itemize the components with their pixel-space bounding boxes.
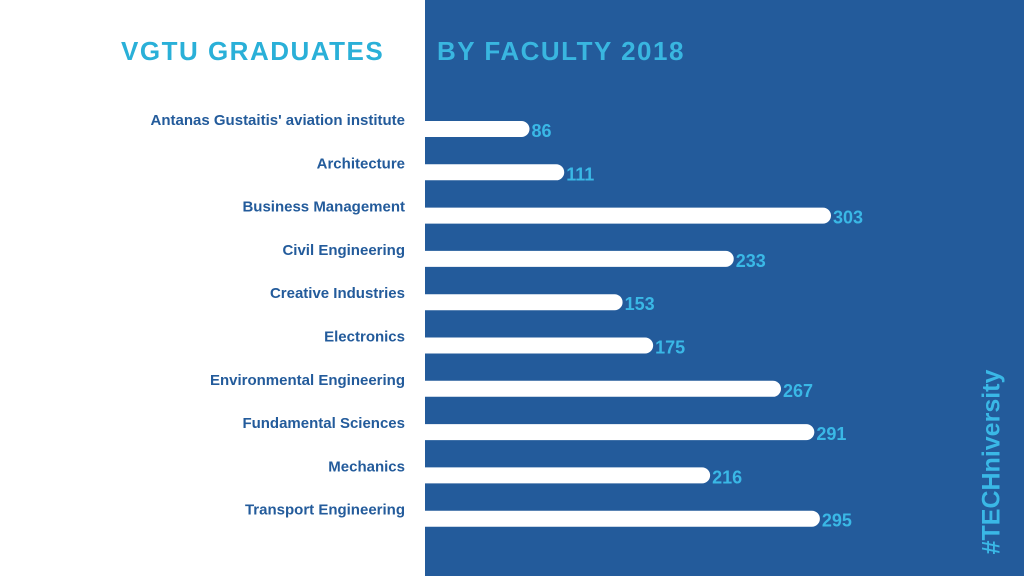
bar-3 (410, 250, 734, 267)
bar-9 (410, 510, 820, 527)
left-panel (0, 0, 425, 576)
bar-7 (410, 424, 815, 441)
category-label-8: Mechanics (328, 458, 405, 475)
bar-6 (410, 380, 781, 397)
value-label-3: 233 (736, 251, 766, 271)
value-label-9: 295 (822, 511, 852, 531)
value-label-0: 86 (531, 121, 551, 141)
bar-5 (410, 337, 654, 354)
value-label-6: 267 (783, 381, 813, 401)
category-label-2: Business Management (242, 199, 405, 216)
chart-title-part-2: BY FACULTY 2018 (437, 36, 685, 66)
category-label-6: Environmental Engineering (210, 372, 405, 389)
bar-0 (410, 121, 530, 137)
category-label-4: Creative Industries (270, 285, 405, 302)
bar-8 (410, 467, 711, 484)
value-label-7: 291 (816, 424, 846, 444)
value-label-4: 153 (625, 294, 655, 314)
hashtag-label: #TECHniversity (977, 369, 1006, 555)
value-label-5: 175 (655, 338, 685, 358)
value-label-8: 216 (712, 467, 742, 487)
value-label-1: 111 (566, 164, 594, 184)
bar-2 (410, 207, 831, 224)
value-label-2: 303 (833, 208, 863, 228)
category-label-3: Civil Engineering (282, 242, 405, 259)
category-label-9: Transport Engineering (245, 502, 405, 519)
bar-1 (410, 164, 565, 181)
category-label-0: Antanas Gustaitis' aviation institute (151, 112, 405, 129)
category-label-5: Electronics (324, 329, 405, 346)
chart-title-part-1: VGTU GRADUATES (121, 36, 385, 66)
bar-4 (410, 294, 623, 311)
category-label-1: Architecture (317, 155, 405, 172)
category-label-7: Fundamental Sciences (242, 415, 405, 432)
